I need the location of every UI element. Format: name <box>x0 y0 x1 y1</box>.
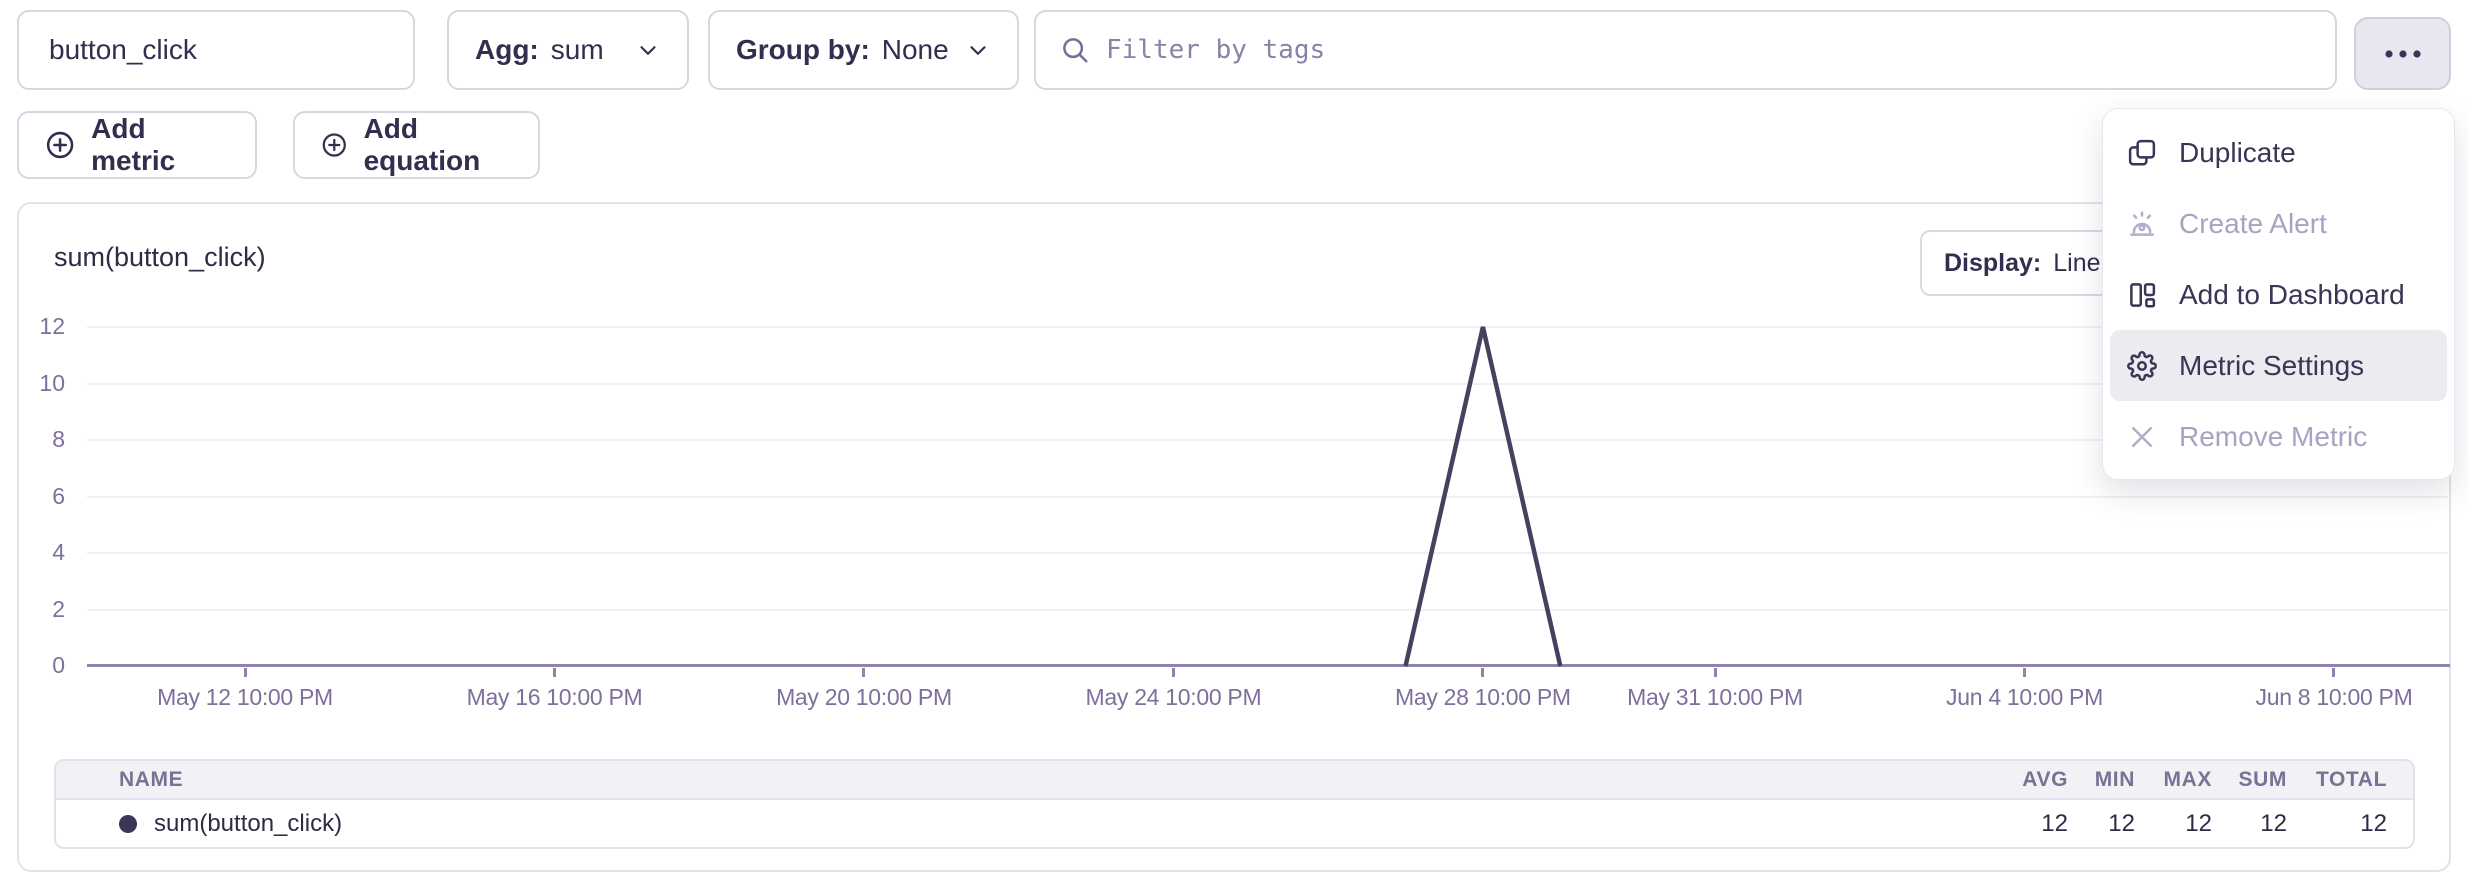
gridline <box>87 495 2450 498</box>
add-equation-button[interactable]: Add equation <box>293 111 540 179</box>
x-tick-label: May 12 10:00 PM <box>157 684 333 710</box>
y-tick-label: 6 <box>52 482 65 509</box>
menu-item-metric-settings[interactable]: Metric Settings <box>2110 330 2447 401</box>
gridline <box>87 439 2450 441</box>
chart-title: sum(button_click) <box>54 242 266 272</box>
add-metric-button[interactable]: Add metric <box>17 111 257 179</box>
tag-filter-input[interactable] <box>1106 12 2311 88</box>
x-tick-mark <box>552 668 556 677</box>
group-by-value: None <box>881 34 949 65</box>
col-sum: SUM <box>2238 767 2287 791</box>
metric-name-input[interactable] <box>19 12 413 88</box>
menu-item-label: Add to Dashboard <box>2179 278 2405 310</box>
menu-item-label: Metric Settings <box>2179 349 2365 381</box>
y-tick-label: 12 <box>39 313 65 339</box>
summary-table: NAME AVG MIN MAX SUM TOTAL sum(button_cl… <box>54 759 2415 849</box>
gridline <box>87 608 2450 611</box>
series-color-dot <box>119 814 137 833</box>
x-tick-mark <box>1481 668 1485 677</box>
agg-value: sum <box>550 34 604 65</box>
group-by-label: Group by: <box>736 34 870 65</box>
plus-circle-icon <box>322 133 346 157</box>
col-total: TOTAL <box>2315 767 2387 791</box>
menu-item-label: Create Alert <box>2179 207 2327 239</box>
x-tick-label: Jun 8 10:00 PM <box>2255 684 2413 710</box>
search-icon <box>1063 38 1088 63</box>
agg-dropdown[interactable]: Agg: sum <box>447 10 689 90</box>
context-menu: Duplicate Create Alert Add to Dashboard … <box>2102 108 2455 480</box>
menu-item-create-alert[interactable]: Create Alert <box>2110 188 2447 259</box>
x-tick-mark <box>1171 668 1175 677</box>
gear-icon <box>2125 349 2159 383</box>
y-tick-label: 4 <box>52 539 65 565</box>
max-value: 12 <box>2185 809 2212 837</box>
col-min: MIN <box>2094 767 2135 791</box>
total-value: 12 <box>2360 809 2387 837</box>
display-value: Line <box>2053 248 2101 277</box>
x-tick-mark <box>862 668 866 677</box>
chevron-down-icon <box>640 46 656 55</box>
col-avg: AVG <box>2022 767 2068 791</box>
alarm-icon <box>2125 207 2159 241</box>
x-tick-label: Jun 4 10:00 PM <box>1946 684 2103 710</box>
summary-table-header: NAME AVG MIN MAX SUM TOTAL <box>56 761 2413 800</box>
min-value: 12 <box>2108 809 2135 837</box>
chevron-down-icon <box>970 46 986 55</box>
tag-filter-field[interactable] <box>1034 10 2337 90</box>
x-tick-label: May 24 10:00 PM <box>1085 684 1262 710</box>
x-tick-label: May 20 10:00 PM <box>776 684 952 710</box>
col-max: MAX <box>2163 767 2212 791</box>
gridline <box>87 382 2450 385</box>
x-tick-label: May 16 10:00 PM <box>466 684 643 710</box>
x-tick-mark <box>2332 668 2336 677</box>
menu-item-add-to-dashboard[interactable]: Add to Dashboard <box>2110 259 2447 330</box>
y-tick-label: 0 <box>52 652 65 678</box>
gridline <box>87 552 2450 554</box>
x-tick-label: May 28 10:00 PM <box>1395 684 1571 710</box>
duplicate-icon <box>2125 136 2159 170</box>
x-axis-line <box>87 664 2450 667</box>
dashboard-icon <box>2125 278 2159 312</box>
col-name: NAME <box>119 767 184 791</box>
ellipsis-icon <box>2384 49 2421 58</box>
menu-item-remove-metric[interactable]: Remove Metric <box>2110 401 2447 472</box>
plus-circle-icon <box>46 131 74 159</box>
x-tick-mark <box>2023 668 2026 677</box>
gridline <box>87 326 2450 328</box>
add-equation-label: Add equation <box>363 113 481 176</box>
chart-panel: sum(button_click) Display: Line 0 2 4 6 8 10 1… <box>17 202 2451 872</box>
agg-label: Agg: <box>475 34 539 65</box>
menu-item-label: Remove Metric <box>2179 420 2368 452</box>
more-options-button[interactable] <box>2354 17 2451 90</box>
x-tick-mark <box>1713 668 1717 677</box>
group-by-dropdown[interactable]: Group by: None <box>708 10 1019 90</box>
x-tick-label: May 31 10:00 PM <box>1627 684 1803 710</box>
y-tick-label: 8 <box>52 426 65 452</box>
table-row[interactable]: sum(button_click) 12 12 12 12 12 <box>56 800 2413 847</box>
series-name: sum(button_click) <box>154 809 343 837</box>
menu-item-label: Duplicate <box>2179 136 2296 168</box>
x-tick-mark <box>243 668 247 677</box>
metric-name-field[interactable] <box>17 10 415 90</box>
avg-value: 12 <box>2041 809 2068 837</box>
sum-value: 12 <box>2260 809 2287 837</box>
add-metric-label: Add metric <box>91 113 176 176</box>
x-icon <box>2125 420 2159 454</box>
y-tick-label: 10 <box>39 369 65 396</box>
y-tick-label: 2 <box>52 595 65 622</box>
menu-item-duplicate[interactable]: Duplicate <box>2110 117 2447 188</box>
display-label: Display: <box>1944 248 2042 277</box>
